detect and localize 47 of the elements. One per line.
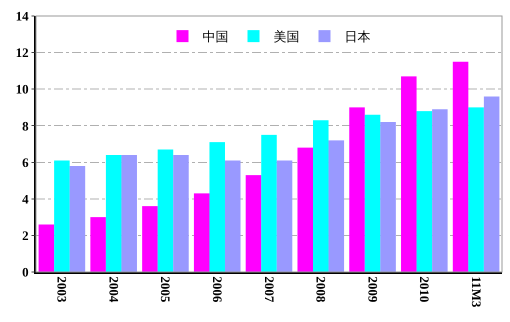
- y-tick-label: 8: [22, 118, 30, 134]
- bar: [416, 111, 432, 272]
- y-tick-label: 0: [22, 264, 29, 280]
- bar: [432, 109, 448, 272]
- bar: [380, 122, 396, 272]
- bar: [142, 206, 158, 272]
- bar: [246, 175, 262, 272]
- bar: [484, 96, 500, 272]
- y-tick-label: 2: [22, 228, 29, 243]
- bar: [173, 154, 189, 272]
- x-tick-label: 2008: [314, 276, 329, 303]
- bar: [297, 148, 314, 272]
- bar: [364, 114, 380, 272]
- x-tick-label: 2009: [365, 276, 380, 303]
- bar: [38, 224, 54, 272]
- x-tick-label: 2007: [262, 276, 277, 303]
- bar: [261, 134, 277, 272]
- bar: [106, 154, 122, 272]
- y-tick-label: 14: [16, 8, 30, 24]
- bar: [121, 154, 137, 272]
- legend-label: 中国: [202, 30, 228, 46]
- bar: [90, 217, 106, 272]
- bar: [209, 142, 225, 272]
- x-tick-label: 2004: [106, 276, 122, 303]
- bar: [313, 120, 329, 272]
- x-tick-label: 2006: [210, 276, 225, 303]
- bar: [328, 140, 344, 272]
- y-tick-label: 6: [22, 154, 30, 170]
- bar: [158, 149, 174, 272]
- bar: [54, 160, 70, 272]
- bar: [276, 160, 292, 272]
- bar: [70, 166, 86, 272]
- legend-label: 美国: [274, 29, 300, 46]
- legend-label: 日本: [344, 30, 370, 46]
- bar: [194, 193, 210, 272]
- y-tick-label: 10: [16, 82, 29, 97]
- bar: [452, 62, 468, 272]
- y-tick-label: 12: [16, 45, 29, 60]
- x-tick-label: 11M3: [468, 276, 484, 308]
- bar: [224, 160, 241, 272]
- x-tick-label: 2003: [54, 276, 70, 303]
- bar: [468, 107, 484, 272]
- bar: [401, 76, 417, 272]
- x-tick-label: 2005: [158, 276, 174, 303]
- x-tick-label: 2010: [417, 276, 432, 302]
- bar: [349, 107, 365, 272]
- y-tick-label: 4: [22, 191, 30, 206]
